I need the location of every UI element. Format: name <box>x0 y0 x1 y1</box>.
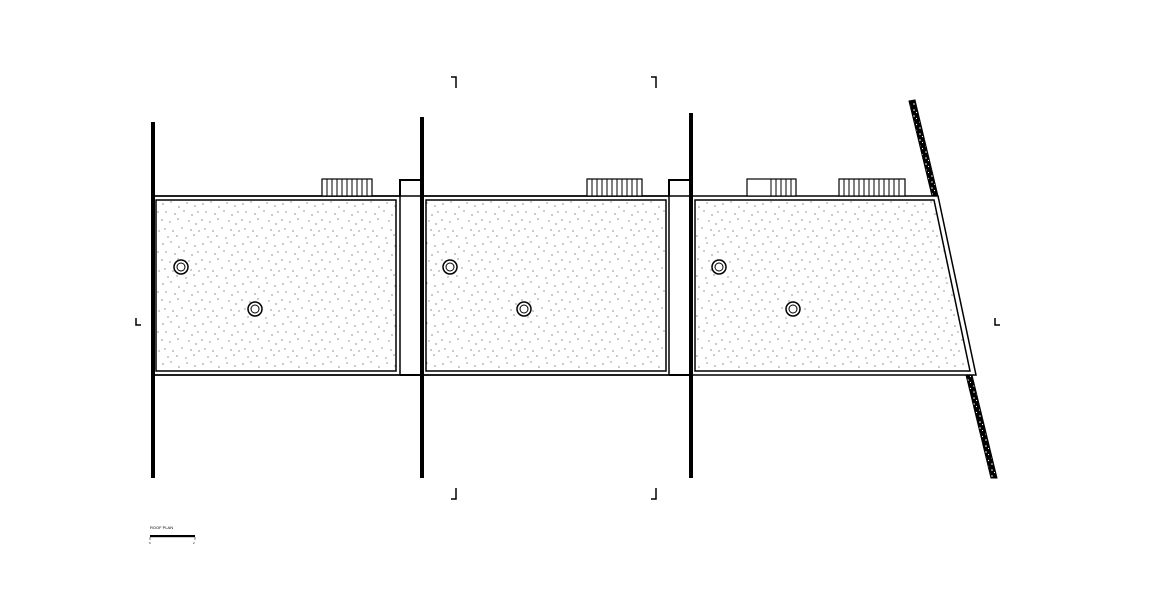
grille-unit-3-large <box>838 178 906 197</box>
grille-unit-2 <box>586 178 643 197</box>
roof-drain-icon <box>442 259 458 275</box>
roof-drain-icon <box>247 301 263 317</box>
roof-drain-icon <box>785 301 801 317</box>
wall-caps <box>399 179 691 376</box>
rooftop-grilles <box>321 178 906 197</box>
retaining-wall <box>908 99 998 479</box>
scale-bar: ROOF PLAN 0 2 <box>149 525 196 545</box>
grille-unit-1 <box>321 178 373 197</box>
section-marker-right <box>994 318 1000 326</box>
section-marker-top-1 <box>451 76 457 88</box>
roof-unit-2 <box>421 195 670 376</box>
scale-bar-label: ROOF PLAN <box>150 525 173 530</box>
roof-unit-3 <box>694 199 971 372</box>
roof-drain-icon <box>173 259 189 275</box>
section-marker-left <box>135 318 141 326</box>
scale-bar-tick-start: 0 <box>149 541 151 545</box>
section-markers <box>135 76 1000 500</box>
roof-drain-icon <box>516 301 532 317</box>
roof-drain-icon <box>711 259 727 275</box>
scale-bar-tick-end: 2 <box>193 541 195 545</box>
grille-unit-3-small <box>746 178 797 197</box>
roof-unit-1 <box>151 195 401 376</box>
section-marker-bottom-2 <box>651 488 657 500</box>
section-marker-bottom-1 <box>451 488 457 500</box>
section-marker-top-2 <box>651 76 657 88</box>
